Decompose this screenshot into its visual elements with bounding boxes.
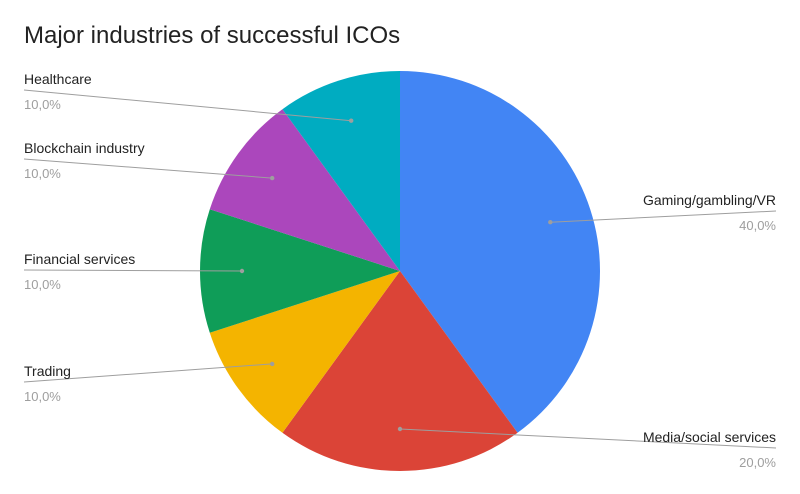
slice-label-media-social-services: Media/social services bbox=[643, 429, 776, 445]
slice-value-label-gaming-gambling-vr: 40,0% bbox=[739, 218, 776, 233]
leader-dot-healthcare bbox=[349, 118, 354, 123]
slice-value-label-blockchain-industry: 10,0% bbox=[24, 166, 61, 181]
pie-slice-media-social-services bbox=[282, 271, 518, 471]
pie-slice-blockchain-industry bbox=[209, 109, 400, 271]
chart-title: Major industries of successful ICOs bbox=[24, 22, 401, 49]
leader-line-financial-services bbox=[23, 269, 243, 272]
slice-label-gaming-gambling-vr: Gaming/gambling/VR bbox=[643, 192, 776, 208]
leader-line-blockchain-industry bbox=[23, 158, 273, 179]
leader-dot-media-social-services bbox=[397, 426, 403, 432]
slice-value-label-trading: 10,0% bbox=[24, 389, 61, 404]
leader-line-trading bbox=[23, 363, 273, 383]
slice-value-label-media-social-services: 20,0% bbox=[739, 455, 776, 470]
leader-dot-financial-services bbox=[239, 268, 245, 274]
leader-dot-blockchain-industry bbox=[270, 175, 275, 181]
pie-slice-gaming-gambling-vr bbox=[400, 71, 600, 433]
slice-label-blockchain-industry: Blockchain industry bbox=[24, 140, 145, 156]
slice-label-healthcare: Healthcare bbox=[24, 71, 92, 87]
slice-value-label-healthcare: 10,0% bbox=[24, 97, 61, 112]
leader-dot-trading bbox=[270, 361, 275, 367]
slice-label-financial-services: Financial services bbox=[24, 251, 135, 267]
slice-label-trading: Trading bbox=[24, 363, 71, 379]
leader-line-media-social-services bbox=[399, 428, 777, 449]
slice-value-label-financial-services: 10,0% bbox=[24, 277, 61, 292]
leader-line-gaming-gambling-vr bbox=[550, 210, 777, 223]
leader-dot-gaming-gambling-vr bbox=[548, 220, 553, 225]
leader-line-healthcare bbox=[23, 89, 352, 122]
pie-slice-trading bbox=[209, 271, 400, 433]
pie-slice-financial-services bbox=[200, 209, 400, 333]
pie-slice-healthcare bbox=[282, 71, 400, 271]
